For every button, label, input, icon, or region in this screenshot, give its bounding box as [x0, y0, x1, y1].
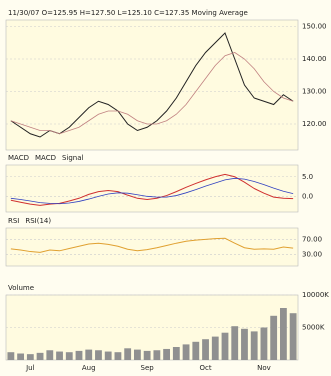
x-tick-label: Jul — [25, 364, 35, 372]
series-line — [10, 177, 294, 205]
x-tick-label: Sep — [141, 364, 155, 372]
bar — [279, 308, 287, 360]
y-tick-label: 70.00 — [302, 235, 322, 243]
bar — [172, 347, 180, 360]
x-tick-label: Nov — [257, 364, 271, 372]
panel-title: RSI — [8, 217, 19, 225]
y-tick-label: 10000K — [302, 291, 329, 299]
y-tick-label: 5000K — [302, 324, 325, 332]
y-tick-label: 140.00 — [302, 55, 327, 63]
bar — [143, 350, 151, 360]
bar — [26, 354, 34, 360]
x-tick-label: Aug — [82, 364, 96, 372]
bar — [65, 352, 73, 360]
bar — [192, 341, 200, 360]
panel-title: MACD — [8, 154, 29, 162]
bar — [104, 351, 112, 360]
panel-title: Volume — [8, 284, 34, 292]
y-tick-label: 150.00 — [302, 23, 327, 31]
series-line — [10, 52, 294, 135]
bar — [221, 332, 229, 360]
y-tick-label: 120.00 — [302, 120, 327, 128]
bar — [231, 326, 239, 360]
bar — [202, 339, 209, 360]
y-tick-label: 5.0 — [302, 173, 313, 181]
bar — [250, 331, 258, 360]
bar — [260, 327, 268, 360]
bar — [114, 352, 122, 360]
legend-entry: RSI(14) — [25, 217, 51, 225]
bar — [95, 350, 102, 360]
y-tick-label: 130.00 — [302, 88, 327, 96]
bar — [182, 344, 190, 360]
bar — [153, 350, 161, 360]
bar — [7, 352, 15, 360]
bar — [211, 336, 219, 360]
panel — [5, 227, 299, 267]
bar — [270, 315, 278, 360]
series-line — [10, 237, 294, 253]
y-tick-label: 30.00 — [302, 251, 322, 259]
bar — [289, 313, 297, 360]
bar — [75, 350, 83, 360]
panel — [5, 19, 299, 151]
bar — [56, 351, 63, 360]
bar — [124, 348, 132, 360]
bar — [17, 353, 25, 360]
bar — [241, 328, 248, 360]
y-tick-label: 0.0 — [302, 192, 313, 200]
x-tick-label: Oct — [199, 364, 211, 372]
bar — [163, 348, 171, 360]
bar — [36, 352, 44, 360]
legend-entry: MACD — [35, 154, 56, 162]
legend-entry: Signal — [62, 154, 84, 162]
bar — [133, 349, 141, 360]
bar — [85, 349, 93, 360]
panel-title: 11/30/07 O=125.95 H=127.50 L=125.10 C=12… — [8, 9, 248, 17]
bar — [46, 350, 54, 360]
